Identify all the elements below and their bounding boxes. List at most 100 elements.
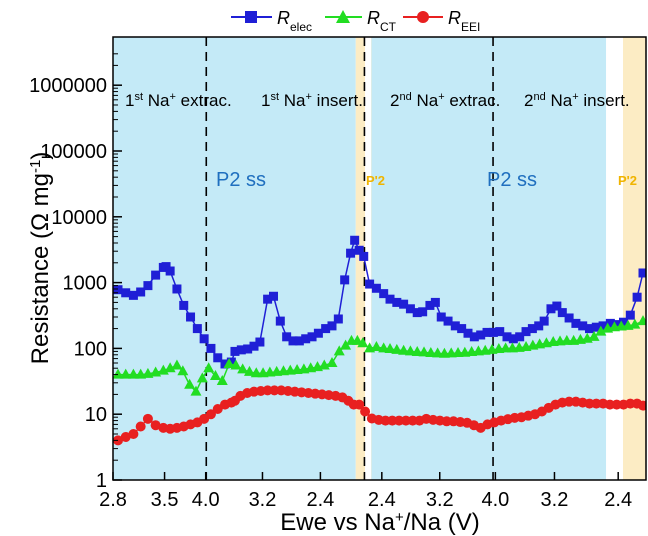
point-ct-72: [595, 325, 607, 336]
y-tick-label-7: 1000000: [29, 75, 107, 97]
point-elec-40: [359, 251, 369, 261]
point-elec-20: [236, 345, 246, 355]
x-tick-label-8: 4.0: [481, 489, 509, 511]
phase-label-p2prime-1: P'2: [366, 173, 385, 188]
point-ct-1: [113, 368, 124, 379]
point-elec-67: [534, 321, 544, 331]
point-ct-20: [243, 365, 255, 376]
x-tick-label-2: 3.5: [151, 489, 179, 511]
phase-regions: [113, 37, 646, 480]
point-elec-47: [405, 304, 415, 314]
y-tick-label-5: 10000: [51, 207, 107, 229]
point-elec-17: [220, 359, 230, 369]
point-elec-51: [430, 297, 440, 307]
legend: Relec RCT REEI: [231, 8, 480, 34]
phase-label-p2ss-2: P2 ss: [487, 169, 537, 191]
point-elec-77: [598, 321, 608, 331]
x-tick-label-1: 2.8: [99, 489, 127, 511]
point-elec-55: [457, 324, 467, 334]
point-elec-19: [230, 346, 240, 356]
region-label-2: 1st Na+ insert.: [261, 91, 363, 110]
point-ct-33: [333, 345, 345, 356]
point-elec-80: [619, 317, 629, 327]
point-eei-5: [142, 413, 153, 424]
point-elec-62: [502, 332, 512, 342]
point-elec-34: [327, 321, 337, 331]
y-tick-label-2: 10: [85, 404, 107, 426]
point-ct-32: [326, 356, 338, 367]
point-elec-78: [605, 318, 615, 328]
point-ct-77: [629, 318, 641, 329]
point-elec-74: [578, 321, 588, 331]
point-elec-69: [546, 304, 556, 314]
point-elec-42: [371, 283, 381, 293]
y-tick-label-3: 100: [74, 338, 107, 360]
point-ct-10: [177, 365, 189, 376]
legend-item-reei: REEI: [403, 8, 480, 34]
point-elec-64: [515, 332, 525, 342]
point-eei-4: [135, 421, 146, 432]
point-elec-72: [564, 313, 574, 323]
point-ct-9: [171, 359, 183, 370]
legend-label-reei: REEI: [448, 8, 480, 34]
point-ct-11: [184, 378, 196, 389]
point-elec-70: [552, 301, 562, 311]
x-tick-label-10: 2.4: [604, 489, 632, 511]
point-eei-15: [212, 403, 223, 414]
legend-item-rct: RCT: [325, 8, 397, 34]
point-elec-59: [482, 327, 492, 337]
point-ct-78: [637, 315, 646, 326]
point-ct-13: [196, 372, 208, 383]
legend-item-relec: Relec: [231, 8, 312, 34]
point-ct-42: [391, 343, 403, 354]
point-ct-5: [142, 367, 154, 378]
point-elec-21: [243, 344, 253, 354]
region-label-3: 2nd Na+ extrac.: [390, 91, 500, 110]
point-elec-76: [591, 322, 601, 332]
point-elec-14: [199, 334, 209, 344]
region-label-4: 2nd Na+ insert.: [524, 91, 630, 110]
point-elec-49: [418, 307, 428, 317]
x-tick-label-7: 3.2: [426, 489, 454, 511]
point-elec-12: [186, 312, 196, 322]
point-elec-58: [476, 330, 486, 340]
point-ct-12: [190, 385, 202, 396]
point-elec-1: [113, 285, 123, 295]
point-ct-43: [398, 344, 410, 355]
legend-label-relec: Relec: [277, 8, 312, 34]
x-tick-label-9: 3.2: [541, 489, 569, 511]
point-elec-27: [282, 332, 292, 342]
point-elec-31: [307, 332, 317, 342]
y-tick-label-4: 1000: [63, 273, 108, 295]
point-elec-4: [136, 287, 146, 297]
plot-frame: [112, 36, 647, 481]
point-ct-37: [357, 337, 369, 348]
point-elec-39: [354, 245, 364, 255]
x-tick-label-6: 2.4: [368, 489, 396, 511]
region-labels: 1st Na+ extrac. 1st Na+ insert. 2nd Na+ …: [125, 91, 630, 110]
point-elec-73: [571, 318, 581, 328]
point-ct-2: [120, 368, 132, 379]
point-ct-41: [384, 342, 396, 353]
point-ct-18: [230, 359, 242, 370]
point-elec-10: [172, 284, 182, 294]
point-elec-3: [128, 290, 138, 300]
point-eei-38: [360, 406, 371, 417]
region-label-1: 1st Na+ extrac.: [125, 91, 232, 110]
point-elec-75: [585, 324, 595, 334]
point-elec-83: [638, 268, 646, 278]
point-elec-41: [365, 279, 375, 289]
point-ct-44: [404, 345, 416, 356]
point-elec-43: [379, 289, 389, 299]
y-axis-title: Resistance (Ω mg-1): [27, 152, 55, 365]
y-tick-label-6: 100000: [40, 141, 107, 163]
point-elec-60: [488, 327, 498, 337]
point-elec-57: [469, 332, 479, 342]
x-tick-label-4: 3.2: [249, 489, 277, 511]
point-elec-81: [625, 310, 635, 320]
point-elec-18: [226, 357, 236, 367]
y-tick-label-1: 1: [96, 470, 107, 492]
point-elec-11: [179, 300, 189, 310]
point-elec-13: [192, 324, 202, 334]
point-elec-25: [269, 291, 279, 301]
